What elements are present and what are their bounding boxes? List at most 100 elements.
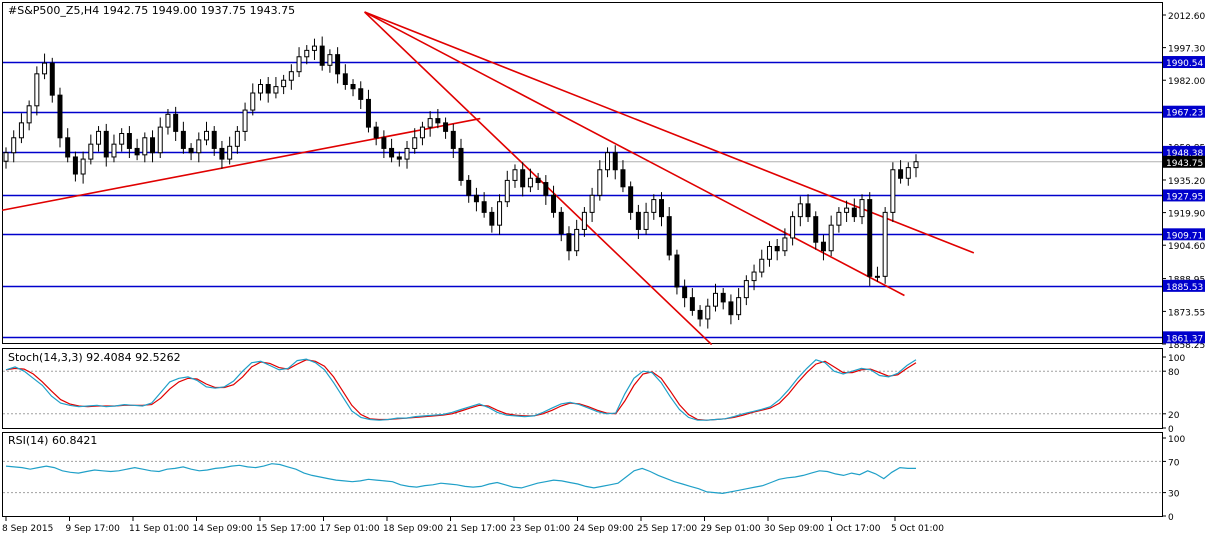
candle-body bbox=[651, 199, 657, 213]
stoch-main-line bbox=[5, 358, 917, 421]
candle-body bbox=[898, 169, 904, 179]
candle-body bbox=[88, 143, 94, 160]
time-tick-label: 14 Sep 09:00 bbox=[193, 524, 253, 534]
price-tick-label: 1997.30 bbox=[1168, 45, 1205, 55]
candle-body bbox=[659, 199, 665, 218]
level-label-box bbox=[1163, 228, 1205, 241]
candle-body bbox=[504, 179, 510, 203]
candle-body bbox=[288, 71, 294, 81]
candle-body bbox=[543, 182, 549, 196]
stoch-signal-line bbox=[5, 359, 917, 421]
candle-body bbox=[111, 143, 117, 158]
candle-body bbox=[743, 280, 749, 299]
candle-body bbox=[643, 211, 649, 230]
candle-body bbox=[242, 109, 248, 132]
candle-body bbox=[589, 194, 595, 213]
candle-body bbox=[350, 83, 356, 90]
candle-body bbox=[304, 49, 310, 58]
candle-body bbox=[605, 152, 611, 171]
price-tick-label: 1935.20 bbox=[1168, 177, 1205, 187]
candle-body bbox=[535, 177, 541, 184]
price-tick-label: 1982.00 bbox=[1168, 77, 1205, 87]
candle-body bbox=[628, 186, 634, 213]
candle-body bbox=[72, 156, 78, 175]
level-label: 1990.54 bbox=[1166, 59, 1203, 69]
candle-body bbox=[759, 258, 765, 273]
candle-body bbox=[612, 152, 618, 171]
level-label: 1861.37 bbox=[1166, 334, 1203, 344]
current-price-box bbox=[1163, 155, 1205, 168]
candle-body bbox=[3, 152, 9, 162]
candle-body bbox=[126, 133, 132, 149]
candle-body bbox=[18, 122, 24, 139]
candle-body bbox=[458, 147, 464, 181]
candle-body bbox=[250, 92, 256, 111]
candle-body bbox=[774, 245, 780, 252]
time-tick-label: 8 Sep 2015 bbox=[2, 524, 53, 534]
candle-body bbox=[728, 301, 734, 316]
candle-body bbox=[551, 194, 557, 213]
time-tick-label: 15 Sep 17:00 bbox=[256, 524, 316, 534]
level-label-box bbox=[1163, 105, 1205, 118]
candle-body bbox=[913, 161, 919, 169]
time-tick-label: 18 Sep 09:00 bbox=[383, 524, 443, 534]
level-label: 1967.23 bbox=[1166, 109, 1203, 119]
stoch-tick-label: 20 bbox=[1168, 411, 1180, 421]
time-tick-label: 25 Sep 17:00 bbox=[637, 524, 697, 534]
trend-line bbox=[1, 117, 481, 212]
candle-body bbox=[867, 199, 873, 277]
stoch-panel-frame bbox=[2, 348, 1163, 429]
candle-body bbox=[844, 207, 850, 213]
stoch-plot-area bbox=[3, 358, 1162, 421]
main-plot-area bbox=[1, 11, 1162, 346]
candle-body bbox=[820, 241, 826, 252]
candle-body bbox=[219, 147, 225, 160]
rsi-panel-frame bbox=[2, 432, 1163, 517]
candle-body bbox=[311, 45, 317, 51]
candle-body bbox=[689, 297, 695, 311]
stoch-header: Stoch(14,3,3) 92.4084 92.5262 bbox=[8, 351, 181, 364]
candle-body bbox=[697, 309, 703, 320]
time-tick-label: 24 Sep 09:00 bbox=[574, 524, 634, 534]
time-tick-label: 11 Sep 01:00 bbox=[129, 524, 189, 534]
level-label-box bbox=[1163, 145, 1205, 158]
candle-body bbox=[80, 158, 86, 175]
price-tick-label: 1904.60 bbox=[1168, 242, 1205, 252]
candle-body bbox=[188, 147, 194, 154]
candle-body bbox=[597, 169, 603, 196]
candle-body bbox=[296, 56, 302, 73]
candle-body bbox=[766, 245, 772, 260]
candle-body bbox=[527, 177, 533, 188]
candle-body bbox=[882, 211, 888, 277]
candle-body bbox=[96, 130, 102, 145]
candle-body bbox=[712, 292, 718, 307]
candle-body bbox=[335, 54, 341, 75]
candle-body bbox=[581, 211, 587, 230]
candle-body bbox=[342, 73, 348, 85]
candle-body bbox=[103, 130, 109, 158]
price-axis: 2012.601997.301982.001950.851935.201919.… bbox=[1162, 12, 1205, 523]
candle-body bbox=[736, 297, 742, 316]
time-tick-label: 23 Sep 01:00 bbox=[510, 524, 570, 534]
candle-body bbox=[790, 216, 796, 239]
candle-body bbox=[890, 169, 896, 213]
candle-body bbox=[396, 156, 402, 160]
candle-body bbox=[874, 275, 880, 278]
candle-body bbox=[574, 228, 580, 252]
candle-body bbox=[404, 147, 410, 160]
candle-body bbox=[797, 203, 803, 218]
candle-body bbox=[435, 118, 441, 124]
candle-body bbox=[412, 137, 418, 149]
time-tick-label: 9 Sep 17:00 bbox=[66, 524, 121, 534]
candle-body bbox=[751, 271, 757, 282]
level-label: 1948.38 bbox=[1166, 149, 1203, 159]
candle-body bbox=[373, 126, 379, 139]
candle-body bbox=[165, 113, 171, 128]
level-label: 1885.53 bbox=[1166, 283, 1203, 293]
candle-body bbox=[134, 147, 140, 156]
time-tick-label: 1 Oct 17:00 bbox=[828, 524, 881, 534]
candle-body bbox=[813, 216, 819, 243]
candle-body bbox=[196, 139, 202, 154]
candle-body bbox=[119, 133, 125, 145]
trend-line bbox=[364, 11, 975, 254]
